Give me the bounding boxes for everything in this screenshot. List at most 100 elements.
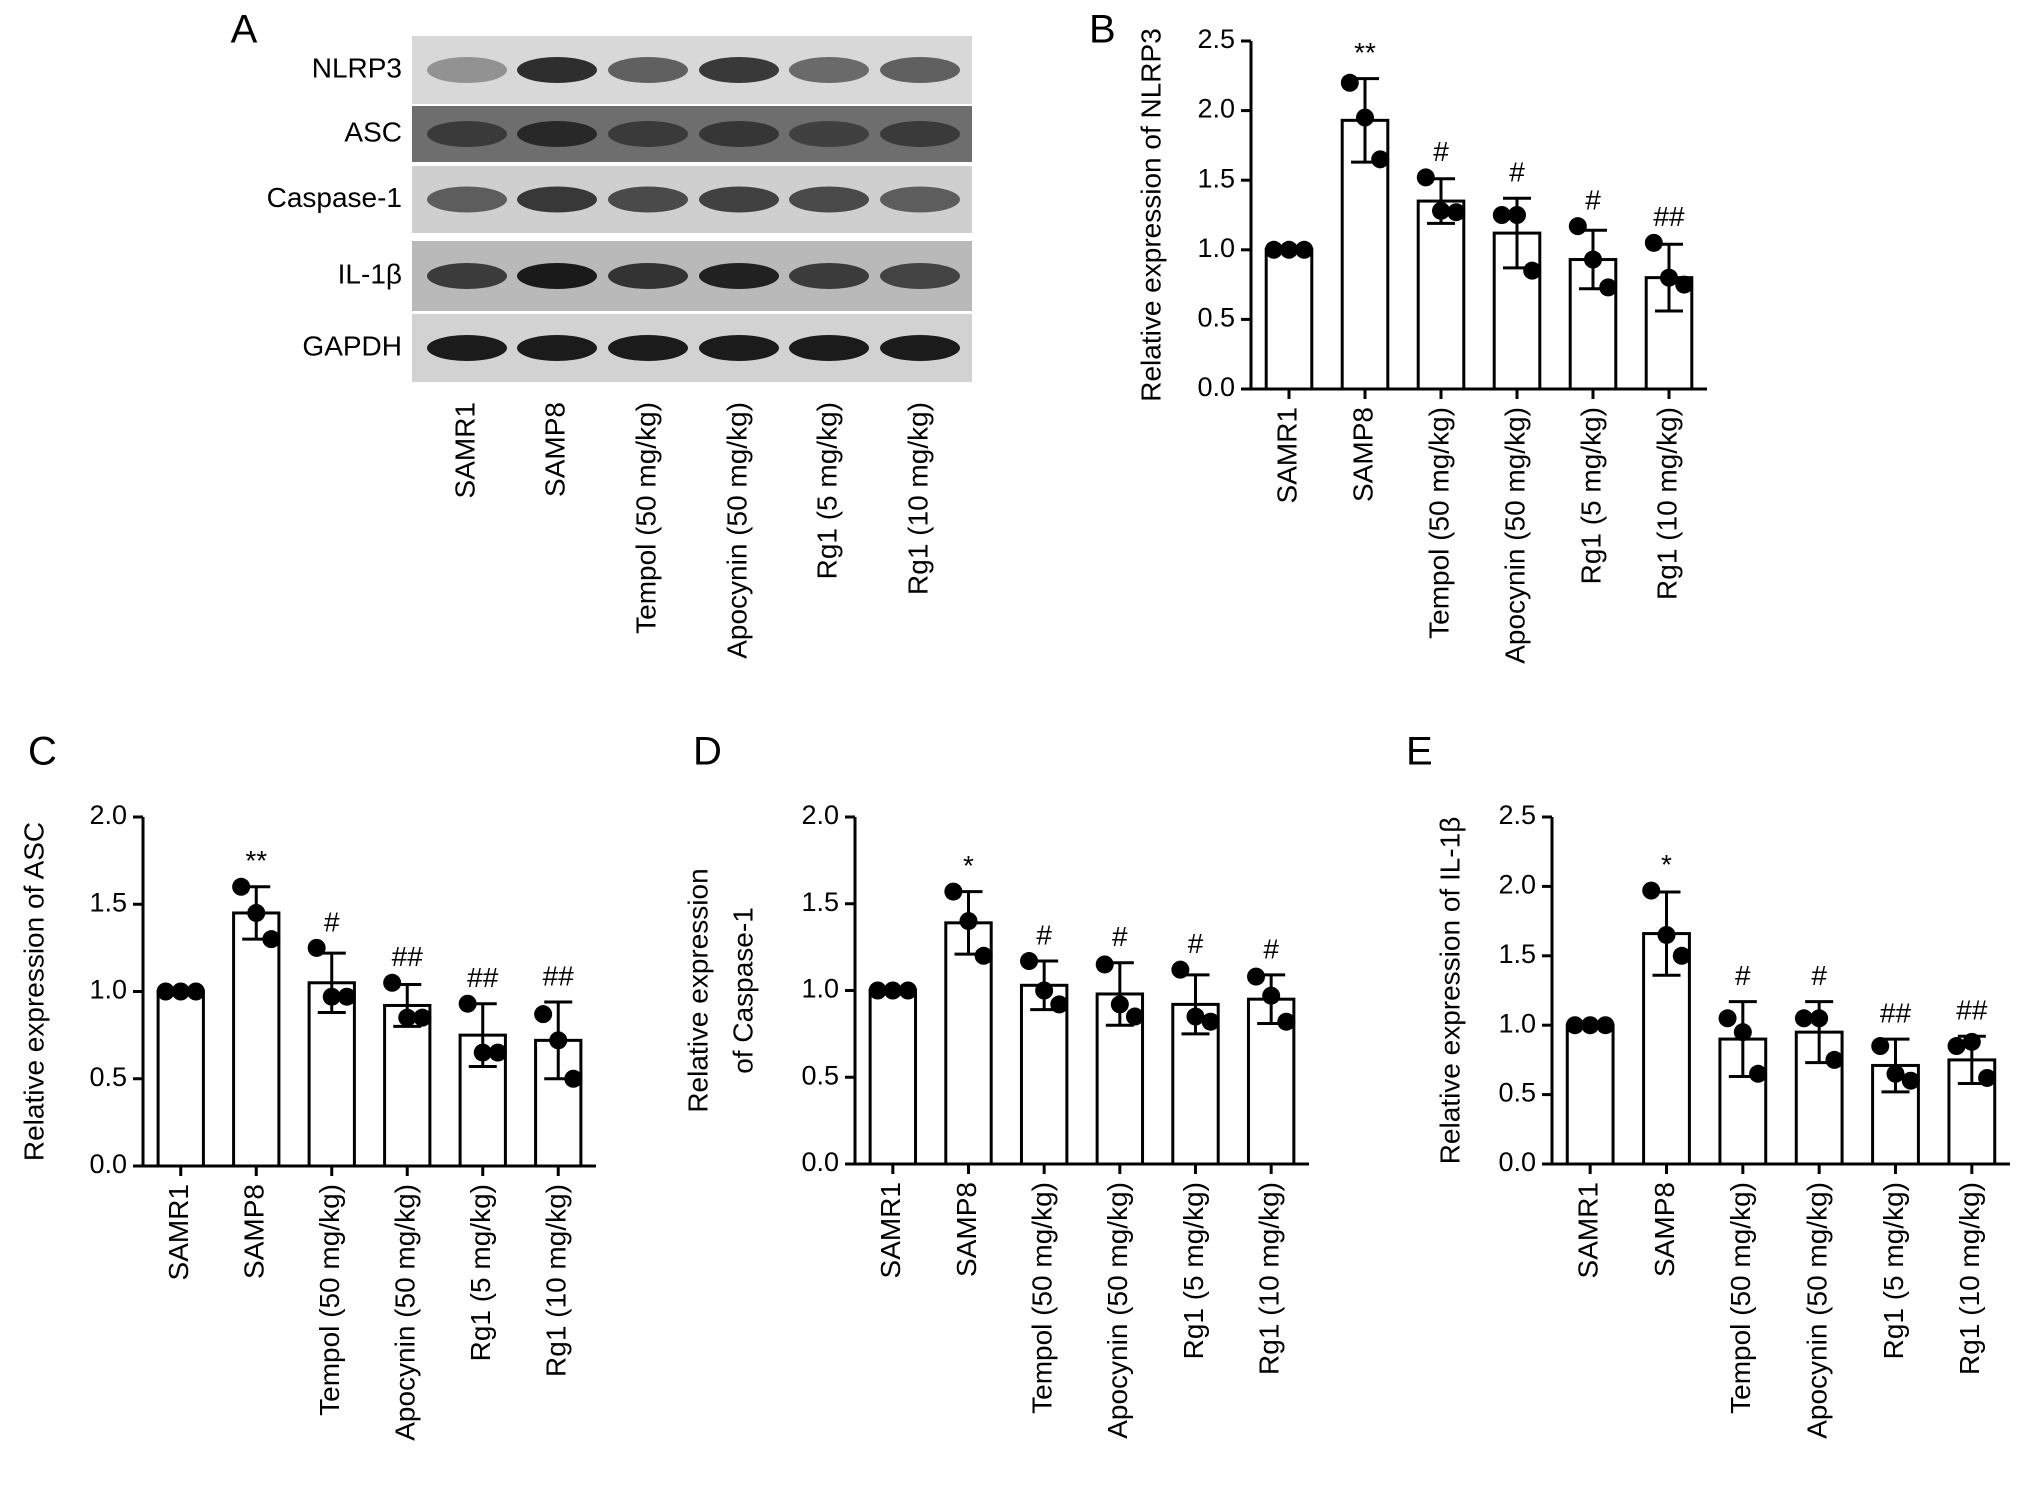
blot-band (699, 263, 779, 289)
x-tick-label: Rg1 (5 mg/kg) (1878, 1182, 1909, 1359)
significance-mark: # (324, 906, 340, 937)
data-point (1264, 240, 1283, 259)
data-point (1523, 261, 1542, 280)
data-point (1432, 201, 1450, 220)
blot-row-label: Caspase-1 (267, 182, 402, 213)
significance-mark: # (1433, 136, 1449, 167)
data-point (1825, 1050, 1844, 1069)
y-tick-label: 0.0 (89, 1149, 127, 1179)
panel-label: B (1089, 8, 1116, 52)
data-point (564, 1069, 583, 1088)
blot-band (427, 335, 507, 361)
data-point (322, 987, 341, 1006)
x-tick-label: SAMP8 (239, 1184, 270, 1279)
x-tick-label: SAMR1 (1573, 1182, 1604, 1278)
blot-band (517, 186, 597, 213)
data-point (1565, 1016, 1584, 1035)
data-point (1581, 1016, 1600, 1035)
blot-band (427, 186, 507, 213)
data-point (1657, 925, 1676, 944)
data-point (1675, 275, 1694, 294)
data-point (1599, 278, 1618, 297)
data-point (1584, 250, 1602, 269)
data-point (262, 930, 281, 949)
data-point (1947, 1037, 1966, 1056)
significance-mark: ## (543, 960, 575, 991)
y-tick-label: 2.0 (1498, 870, 1536, 900)
y-axis-label: Relative expression of ASC (18, 822, 49, 1161)
blot-band (517, 57, 597, 83)
y-tick-label: 0.0 (1197, 372, 1235, 402)
x-tick-label: Tempol (50 mg/kg) (1423, 407, 1454, 639)
significance-mark: # (1036, 919, 1052, 950)
blot-band (517, 121, 597, 147)
data-point (1171, 960, 1190, 979)
blot-band (608, 57, 688, 83)
bar (1264, 248, 1314, 391)
y-tick-label: 1.0 (1498, 1008, 1536, 1038)
blot-band (517, 263, 597, 289)
significance-mark: # (1509, 157, 1525, 188)
data-point (1295, 240, 1314, 259)
blot-band (608, 186, 688, 213)
data-point (1492, 206, 1511, 224)
blot-band (699, 335, 779, 361)
panel-label: D (693, 730, 722, 774)
bar (383, 1003, 432, 1168)
blot-lane-label: Rg1 (10 mg/kg) (902, 402, 933, 595)
bar (1019, 983, 1069, 1166)
data-point (1749, 1064, 1768, 1083)
y-axis-label: Relative expression of IL-1β (1434, 817, 1465, 1165)
blot-band (517, 335, 597, 361)
bar (1565, 1023, 1615, 1166)
y-tick-label: 1.0 (801, 974, 839, 1004)
data-point (868, 981, 887, 1000)
x-tick-label: Apocynin (50 mg/kg) (1499, 407, 1530, 664)
x-tick-label: Tempol (50 mg/kg) (314, 1184, 345, 1416)
y-tick-label: 0.5 (89, 1062, 127, 1092)
data-point (944, 882, 963, 901)
y-tick-label: 1.5 (801, 887, 839, 917)
data-point (1277, 1012, 1296, 1031)
significance-mark: ## (1956, 995, 1988, 1026)
data-point (383, 973, 402, 992)
blot-band (427, 57, 507, 83)
y-tick-label: 1.5 (89, 887, 127, 917)
data-point (171, 982, 190, 1001)
y-tick-label: 2.0 (1197, 94, 1235, 124)
y-tick-label: 0.5 (1197, 303, 1235, 333)
blot-row-label: NLRP3 (312, 52, 402, 83)
bar (232, 911, 281, 1168)
blot-band (608, 335, 688, 361)
data-point (473, 1043, 492, 1062)
x-tick-label: Rg1 (10 mg/kg) (541, 1184, 572, 1377)
significance-mark: ## (467, 962, 499, 993)
data-point (458, 994, 477, 1013)
x-tick-label: SAMR1 (163, 1184, 194, 1280)
x-tick-label: Rg1 (5 mg/kg) (1178, 1182, 1209, 1359)
data-point (974, 946, 993, 965)
significance-mark: ## (1880, 997, 1912, 1028)
y-axis-label: Relative expression of NLRP3 (1135, 28, 1166, 402)
x-tick-label: SAMP8 (1347, 407, 1378, 502)
data-point (307, 938, 326, 957)
data-point (398, 1008, 417, 1027)
y-axis-label: Relative expression (682, 868, 713, 1112)
data-point (1962, 1032, 1981, 1051)
blot-band (789, 335, 869, 361)
x-tick-label: Rg1 (10 mg/kg) (1651, 407, 1682, 600)
significance-mark: ** (245, 845, 267, 876)
y-tick-label: 2.0 (801, 800, 839, 830)
blot-band (608, 121, 688, 147)
data-point (1201, 1012, 1220, 1031)
data-point (186, 982, 205, 1001)
y-tick-label: 2.5 (1498, 800, 1536, 830)
data-point (883, 981, 902, 1000)
x-tick-label: Apocynin (50 mg/kg) (1802, 1182, 1833, 1439)
blot-band (789, 263, 869, 289)
blot-band (789, 121, 869, 147)
y-tick-label: 0.0 (801, 1147, 839, 1177)
y-tick-label: 2.0 (89, 800, 127, 830)
blot-row-label: ASC (344, 116, 402, 147)
